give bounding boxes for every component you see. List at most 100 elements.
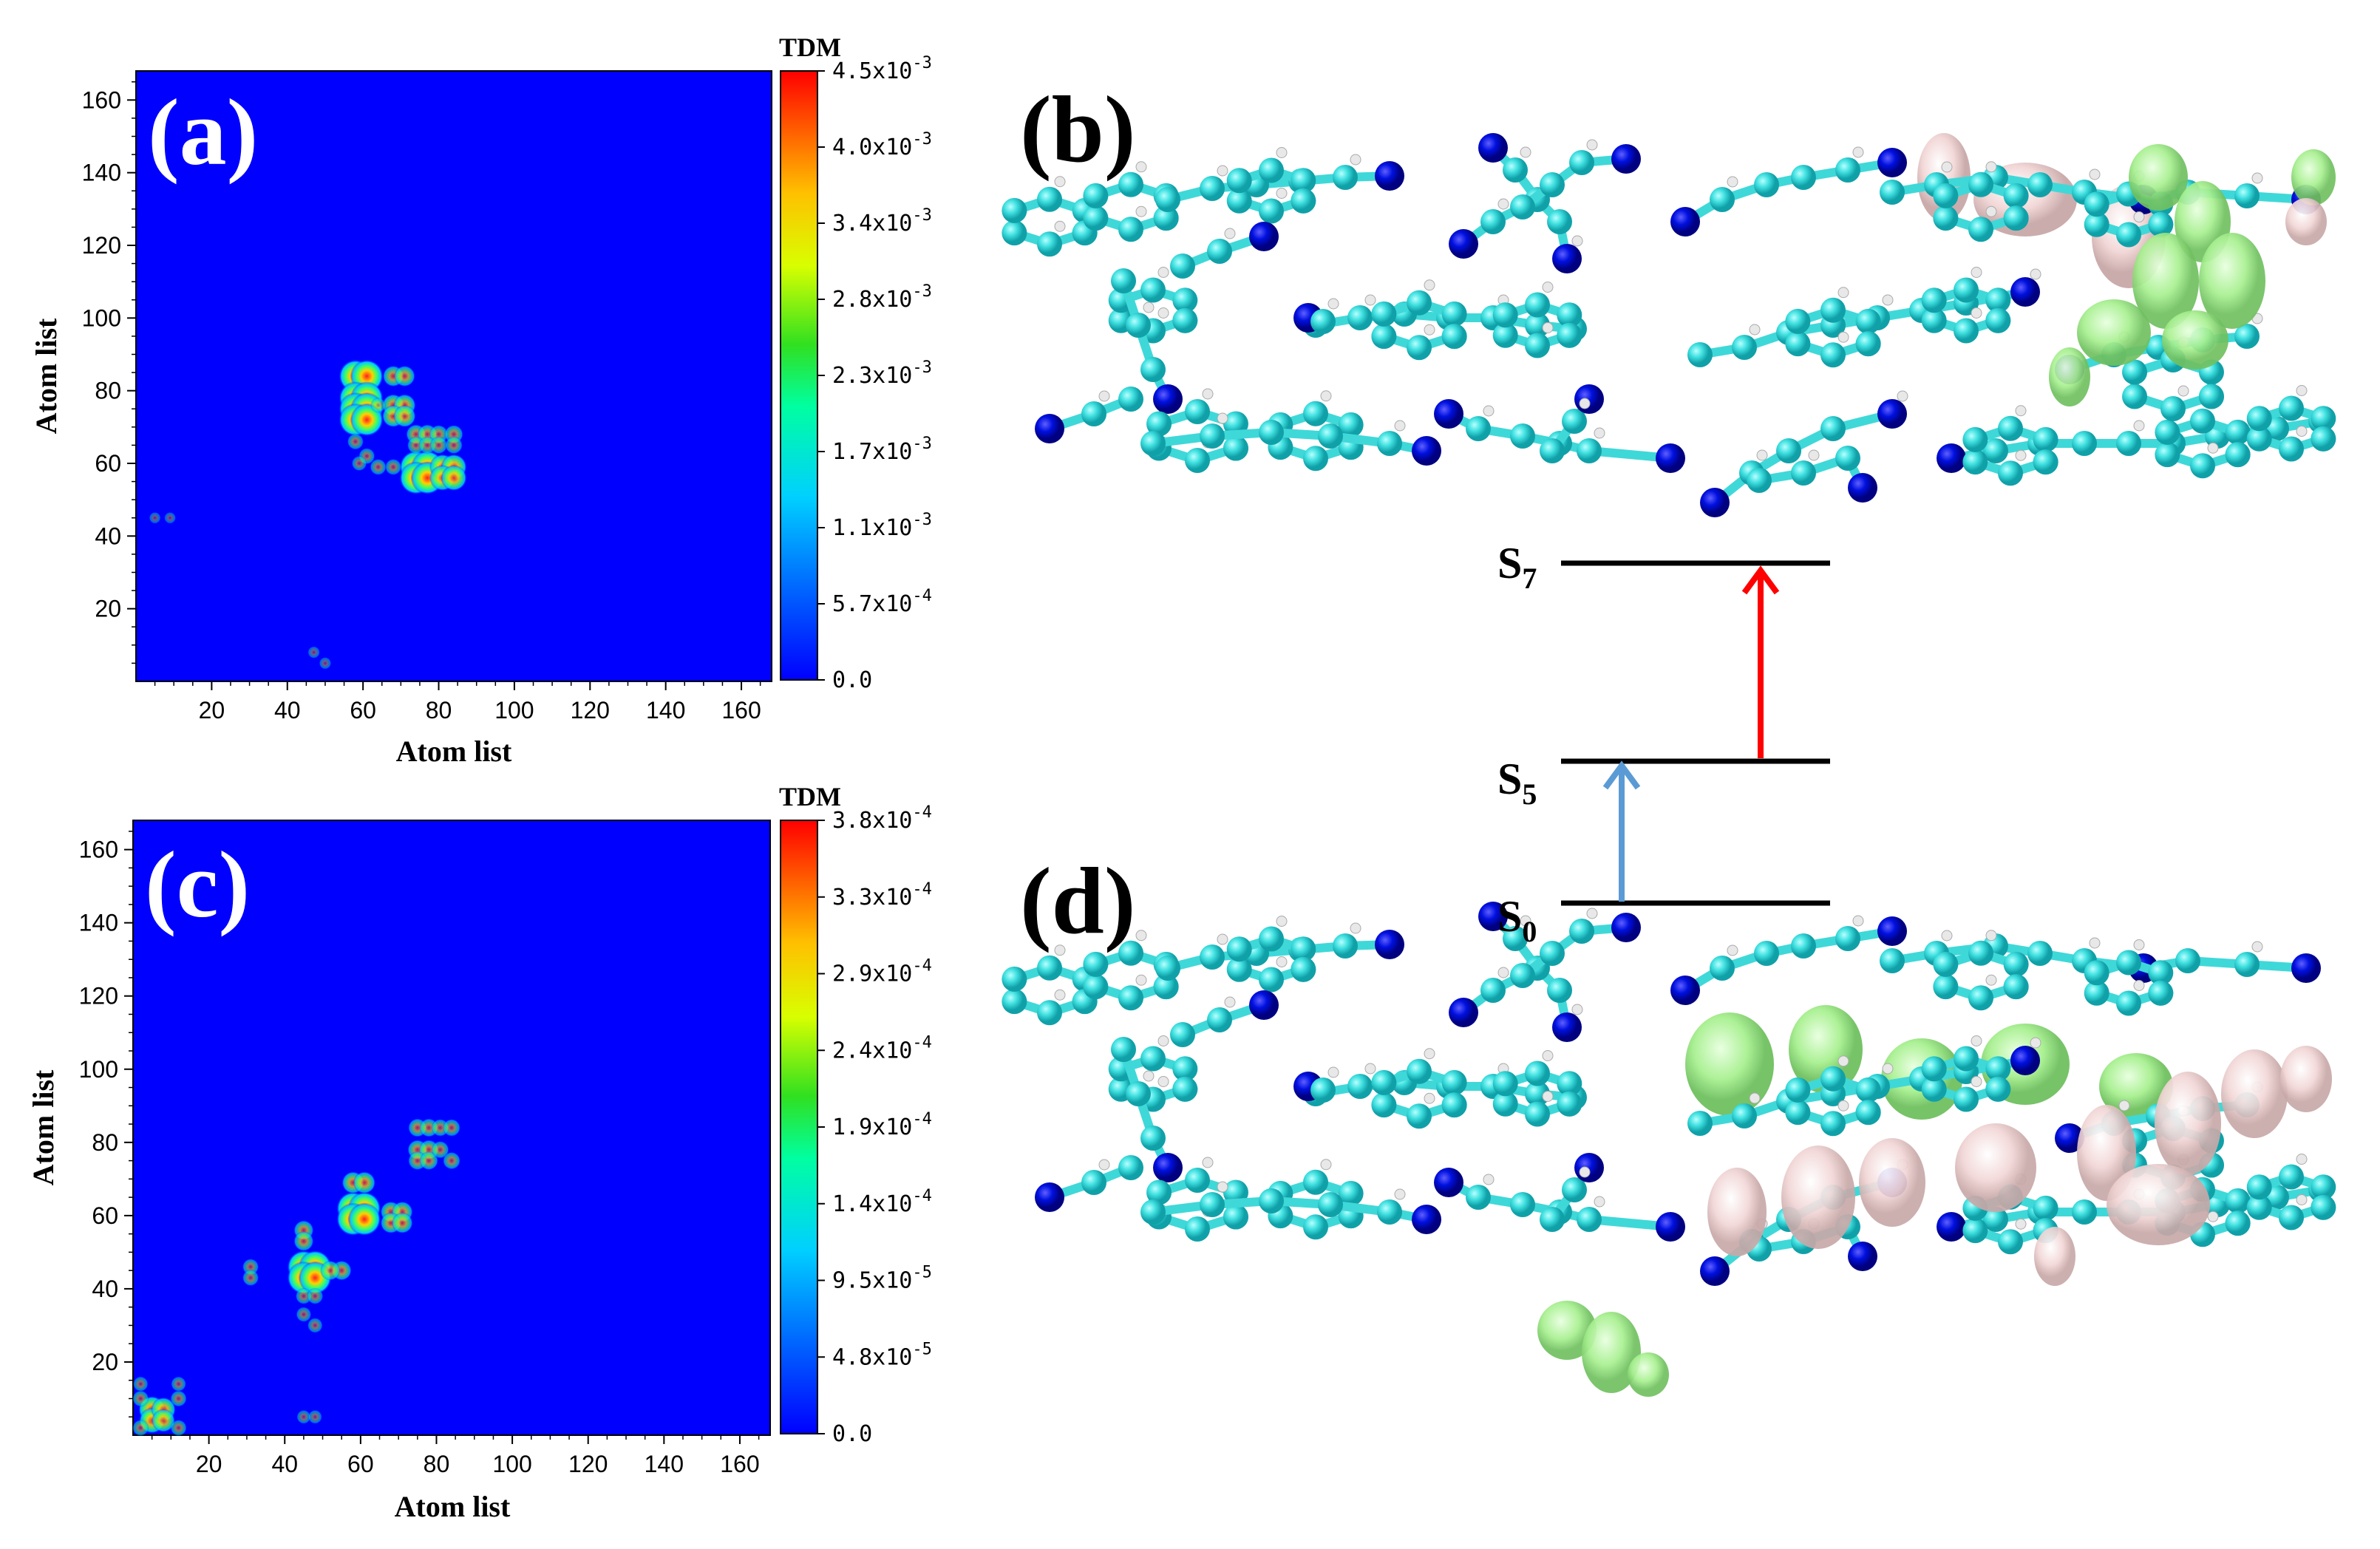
y-tick-label: 80 — [95, 378, 121, 404]
carbon-atom — [2225, 1188, 2251, 1213]
nitrogen-atom — [1611, 913, 1641, 942]
carbon-atom — [1985, 1056, 2011, 1082]
heatmap-a-cell — [445, 436, 463, 455]
hydrogen-atom — [1350, 154, 1361, 166]
carbon-atom — [1333, 165, 1358, 190]
carbon-atom — [1968, 171, 1993, 197]
y-tick-label: 40 — [95, 522, 121, 549]
carbon-atom — [1557, 322, 1582, 348]
carbon-atom — [1226, 168, 1252, 194]
nitrogen-atom — [1877, 148, 1907, 177]
carbon-atom — [1259, 420, 1284, 445]
carbon-atom — [1200, 176, 1225, 201]
hydrogen-atom — [2296, 426, 2308, 437]
carbon-atom — [1140, 277, 1166, 303]
carbon-atom — [2155, 419, 2180, 445]
carbon-atom — [2234, 952, 2260, 977]
carbon-atom — [1118, 171, 1143, 197]
carbon-atom — [1557, 1071, 1582, 1097]
nitrogen-atom — [1877, 916, 1907, 946]
hydrogen-atom — [1327, 298, 1339, 310]
transition-arrow-s5-s7 — [1741, 565, 1780, 758]
carbon-atom — [2003, 183, 2029, 208]
hydrogen-atom — [1157, 267, 1169, 278]
y-tick-label: 100 — [79, 1056, 118, 1083]
carbon-atom — [1140, 357, 1166, 382]
colorbar-tick-label: 1.4x10-4 — [832, 1187, 932, 1217]
nitrogen-atom — [1449, 229, 1478, 259]
hydrogen-atom — [1985, 974, 1997, 986]
carbon-atom — [1371, 301, 1397, 327]
carbon-atom — [2246, 1194, 2272, 1220]
colorbar-tick-label: 2.4x10-4 — [832, 1033, 932, 1063]
carbon-atom — [2246, 406, 2272, 432]
hydrogen-atom — [1320, 390, 1332, 402]
hydrogen-atom — [2015, 449, 2027, 461]
carbon-atom — [2246, 1174, 2272, 1200]
carbon-atom — [2225, 419, 2251, 445]
hydrogen-atom — [1135, 161, 1147, 173]
hydrogen-atom — [1542, 322, 1554, 333]
hole-orbital-lobe — [2077, 299, 2151, 366]
hydrogen-atom — [1054, 989, 1066, 1001]
carbon-atom — [1259, 157, 1284, 183]
hydrogen-atom — [1424, 279, 1435, 291]
carbon-atom — [1140, 1126, 1166, 1151]
x-tick-label: 140 — [646, 697, 685, 724]
carbon-atom — [1569, 150, 1594, 175]
hydrogen-atom — [2296, 1194, 2308, 1205]
carbon-atom — [1347, 1074, 1373, 1099]
hydrogen-atom — [1483, 1174, 1495, 1185]
carbon-atom — [1998, 415, 2023, 441]
hydrogen-atom — [1424, 324, 1435, 336]
hydrogen-atom — [1224, 228, 1236, 239]
electron-orbital-lobe — [2034, 1227, 2075, 1286]
hydrogen-atom — [1135, 974, 1147, 986]
hole-orbital-lobe — [1685, 1012, 1774, 1116]
carbon-atom — [1791, 165, 1816, 190]
nitrogen-atom — [1656, 1212, 1685, 1242]
carbon-atom — [1983, 1207, 2008, 1232]
hydrogen-atom — [2296, 1154, 2308, 1165]
x-tick-label: 100 — [492, 1451, 531, 1477]
carbon-atom — [1732, 335, 1757, 360]
carbon-atom — [1687, 1111, 1713, 1136]
carbon-atom — [1820, 297, 1846, 323]
nitrogen-atom — [1035, 1182, 1064, 1212]
nitrogen-atom — [2010, 277, 2040, 307]
carbon-atom — [1754, 172, 1779, 197]
carbon-atom — [1785, 308, 1811, 334]
hydrogen-atom — [2015, 1218, 2027, 1230]
electron-orbital-lobe — [1859, 1138, 1925, 1227]
hydrogen-atom — [1808, 449, 1820, 461]
hydrogen-atom — [1837, 331, 1849, 343]
carbon-atom — [2160, 396, 2186, 421]
panel-d-label: (d) — [1020, 848, 1135, 953]
nitrogen-atom — [1478, 133, 1508, 163]
hydrogen-atom — [1054, 176, 1066, 188]
colorbar-c-title: TDM — [779, 782, 841, 811]
carbon-atom — [2116, 431, 2141, 456]
hydrogen-atom — [1882, 294, 1894, 306]
hydrogen-atom — [1483, 405, 1495, 417]
heatmap-panel-a: 20 40 60 80 100 120 140 160 20 40 60 80 100 120 140 160… — [30, 33, 932, 768]
hydrogen-atom — [1586, 139, 1598, 151]
heatmap-a-ylabel: Atom list — [30, 318, 63, 434]
colorbar-tick-label: 4.8x10-5 — [832, 1340, 932, 1370]
hydrogen-atom — [1837, 1100, 1849, 1111]
carbon-atom — [1933, 205, 1959, 231]
colorbar-tick-label: 2.9x10-4 — [832, 957, 932, 987]
hydrogen-atom — [2251, 172, 2263, 184]
hydrogen-atom — [1098, 390, 1110, 402]
hydrogen-atom — [1727, 176, 1738, 188]
carbon-atom — [1338, 1180, 1364, 1206]
panel-a-label: (a) — [148, 80, 258, 185]
hydrogen-atom — [1727, 944, 1738, 956]
carbon-atom — [1083, 183, 1109, 208]
heatmap-c-cell — [320, 1260, 341, 1281]
hydrogen-atom — [1157, 1076, 1169, 1087]
carbon-atom — [1540, 438, 1565, 463]
hydrogen-atom — [1098, 1159, 1110, 1171]
carbon-atom — [1118, 387, 1143, 412]
heatmap-c-cell — [171, 1376, 186, 1392]
